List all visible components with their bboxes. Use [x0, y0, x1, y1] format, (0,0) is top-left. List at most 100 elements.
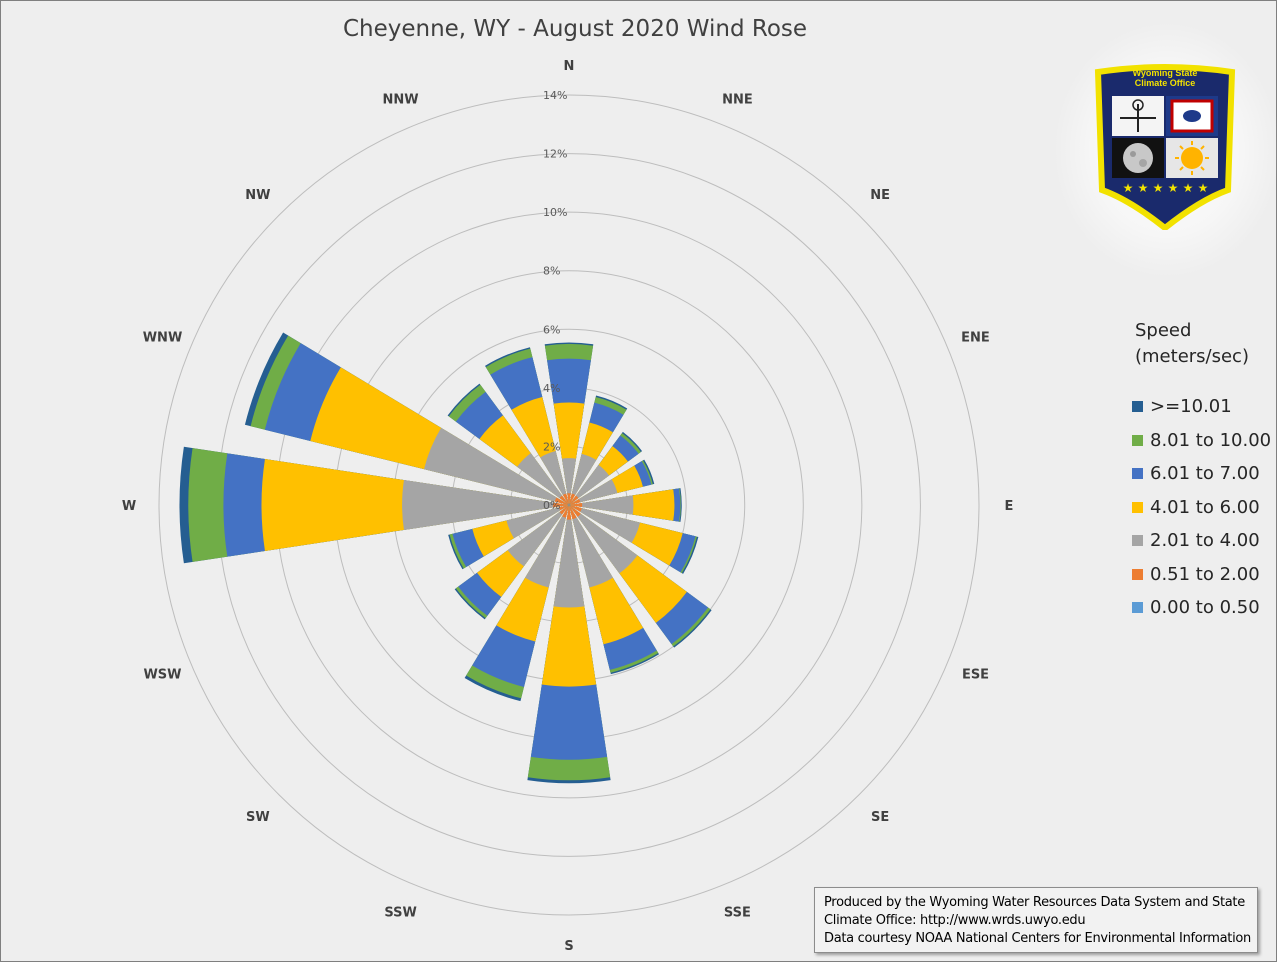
direction-label-wsw: WSW — [143, 667, 181, 682]
petal-nne-bin-1 — [569, 493, 576, 505]
petal-s-bin-2 — [553, 505, 585, 608]
petal-ene-bin-0 — [569, 504, 571, 505]
direction-label-sw: SW — [246, 810, 270, 825]
petal-ssw-bin-0 — [568, 505, 569, 507]
svg-text:★: ★ — [1198, 181, 1209, 195]
legend-label: 2.01 to 4.00 — [1150, 530, 1260, 552]
petal-ese-bin-0 — [569, 505, 571, 506]
petal-nw-bin-0 — [567, 503, 569, 505]
legend-title-line2: (meters/sec) — [1135, 346, 1249, 367]
petal-ssw-bin-2 — [525, 505, 569, 588]
legend-item: 2.01 to 4.00 — [1128, 524, 1271, 558]
petal-ne-bin-2 — [569, 464, 610, 505]
svg-text:★: ★ — [1168, 181, 1179, 195]
petal-sse-bin-1 — [569, 505, 577, 520]
petal-nw-bin-2 — [517, 453, 569, 505]
legend-item: 8.01 to 10.00 — [1128, 424, 1271, 458]
petal-wnw-bin-2 — [424, 427, 569, 505]
petal-wnw-bin-0 — [567, 504, 569, 505]
petal-sw-bin-2 — [507, 505, 569, 567]
petal-ssw-bin-1 — [562, 505, 569, 518]
petal-nnw-bin-0 — [568, 503, 569, 505]
svg-text:★: ★ — [1138, 181, 1149, 195]
legend-title: Speed (meters/sec) — [1135, 318, 1271, 370]
petal-sse-bin-0 — [569, 505, 570, 507]
radial-tick-label: 14% — [543, 89, 567, 102]
direction-label-sse: SSE — [724, 906, 751, 921]
legend-label: 4.01 to 6.00 — [1150, 496, 1260, 518]
radial-tick-labels: 0% 2% 4% 6% 8% 10% 12% 14% — [543, 89, 567, 512]
radial-tick-label: 10% — [543, 206, 567, 219]
legend-label: 0.00 to 0.50 — [1150, 597, 1260, 619]
direction-label-s: S — [564, 939, 573, 954]
legend-swatch — [1132, 535, 1143, 547]
petal-s-bin-1 — [566, 505, 572, 520]
svg-text:★: ★ — [1153, 181, 1164, 195]
grid-ring — [158, 94, 980, 916]
legend-label: 6.01 to 7.00 — [1150, 463, 1260, 485]
credit-line2: Climate Office: http://www.wrds.uwyo.edu — [824, 913, 1086, 928]
petal-ese-bin-1 — [569, 505, 582, 512]
radial-tick-label: 12% — [543, 148, 567, 161]
direction-label-nne: NNE — [722, 93, 753, 108]
legend-label: 8.01 to 10.00 — [1150, 429, 1272, 451]
legend-swatch — [1132, 468, 1143, 480]
petal-ne-bin-1 — [569, 495, 579, 505]
direction-label-ese: ESE — [962, 667, 989, 682]
direction-labels: N NNE NE ENE E ESE SE SSE S SSW SW WSW W WNW NW NNW — [122, 59, 1014, 954]
direction-label-se: SE — [871, 810, 889, 825]
legend-swatch — [1132, 401, 1143, 413]
petal-se-bin-1 — [569, 505, 581, 517]
legend-items: >=10.01 8.01 to 10.00 6.01 to 7.00 4.01 to … — [1128, 390, 1271, 625]
legend-swatch — [1132, 568, 1143, 580]
legend-item: 0.51 to 2.00 — [1128, 558, 1271, 592]
logo-text-line2: Climate Office — [1135, 78, 1196, 88]
radial-tick-label: 6% — [543, 323, 560, 336]
legend-swatch — [1132, 602, 1143, 614]
svg-text:★: ★ — [1123, 181, 1134, 195]
legend-swatch — [1132, 434, 1143, 446]
chart-title: Cheyenne, WY - August 2020 Wind Rose — [342, 16, 808, 42]
credit-line3: Data courtesy NOAA National Centers for … — [824, 931, 1252, 946]
direction-label-ne: NE — [870, 188, 890, 203]
logo-stars: ★ ★ ★ ★ ★ ★ — [1123, 181, 1209, 195]
legend-item: 6.01 to 7.00 — [1128, 457, 1271, 491]
petal-nw-bin-1 — [559, 495, 569, 505]
legend-label: >=10.01 — [1150, 396, 1232, 418]
petal-ene-bin-1 — [569, 498, 581, 505]
petal-wnw-bin-1 — [554, 497, 569, 505]
petal-ese-bin-2 — [569, 505, 641, 543]
petal-ne-bin-0 — [569, 503, 571, 505]
petal-sw-bin-0 — [567, 505, 569, 507]
petal-nne-bin-2 — [569, 453, 597, 505]
petal-se-bin-2 — [569, 505, 638, 574]
petals — [179, 332, 712, 784]
petal-ene-bin-2 — [569, 479, 618, 505]
radial-tick-label: 4% — [543, 382, 560, 395]
direction-label-nnw: NNW — [383, 93, 419, 108]
petal-e-bin-2 — [569, 495, 634, 515]
petal-sse-bin-2 — [569, 505, 613, 588]
radial-tick-label: 8% — [543, 265, 560, 278]
petal-n-bin-2 — [561, 458, 577, 505]
petal-nnw-bin-1 — [562, 493, 569, 505]
petal-w-bin-1 — [552, 502, 569, 508]
credit-line1: Produced by the Wyoming Water Resources … — [824, 895, 1245, 910]
legend: Speed (meters/sec) >=10.01 8.01 to 10.00 6… — [1128, 318, 1271, 625]
radial-tick-label: 2% — [543, 440, 560, 453]
credit-box: Produced by the Wyoming Water Resources … — [814, 887, 1258, 953]
legend-item: 4.01 to 6.00 — [1128, 491, 1271, 525]
petal-wsw-bin-1 — [559, 505, 569, 511]
direction-label-ssw: SSW — [384, 906, 416, 921]
radial-tick-label: 0% — [543, 499, 560, 512]
petal-nnw-bin-2 — [540, 450, 569, 505]
direction-label-nw: NW — [245, 188, 270, 203]
legend-title-line1: Speed — [1135, 320, 1192, 341]
petal-wsw-bin-2 — [506, 505, 569, 539]
logo-text-line1: Wyoming State — [1133, 68, 1198, 78]
petal-se-bin-0 — [569, 505, 571, 507]
legend-swatch — [1132, 501, 1143, 513]
legend-item: 0.00 to 0.50 — [1128, 591, 1271, 625]
svg-text:★: ★ — [1183, 181, 1194, 195]
